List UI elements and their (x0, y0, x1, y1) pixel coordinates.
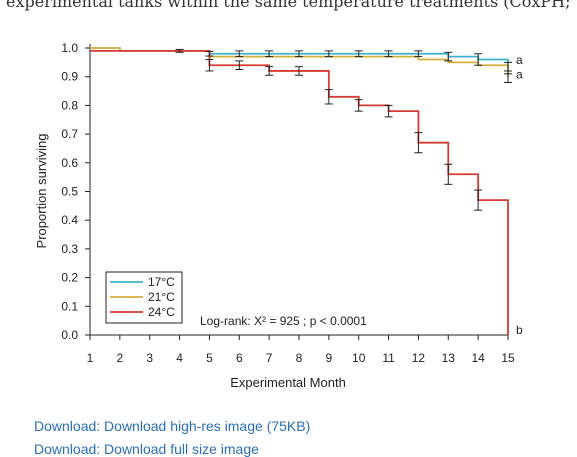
legend-label: 17°C (148, 275, 175, 289)
legend-label: 24°C (148, 305, 175, 319)
y-tick-label: 0.9 (61, 70, 78, 84)
x-axis-label: Experimental Month (230, 375, 346, 390)
y-tick-label: 0.6 (61, 156, 78, 170)
y-tick-label: 0.0 (61, 328, 78, 342)
y-tick-label: 0.5 (61, 185, 78, 199)
chart-legend: 17°C21°C24°C (105, 271, 183, 324)
legend-label: 21°C (148, 290, 175, 304)
caption-text: experimental tanks within the same tempe… (6, 0, 577, 11)
x-tick-label: 9 (326, 351, 333, 365)
download-highres-link[interactable]: Download: Download high-res image (75KB) (34, 418, 311, 434)
x-tick-label: 4 (176, 351, 183, 365)
x-tick-label: 12 (412, 351, 426, 365)
y-tick-label: 0.2 (61, 271, 78, 285)
x-tick-label: 1 (87, 351, 94, 365)
x-tick-label: 8 (296, 351, 303, 365)
y-tick-label: 0.1 (61, 299, 78, 313)
download-fullsize-link[interactable]: Download: Download full size image (34, 441, 259, 457)
y-tick-label: 0.3 (61, 242, 78, 256)
x-tick-label: 6 (236, 351, 243, 365)
x-tick-label: 7 (266, 351, 273, 365)
logrank-annotation: Log-rank: X² = 925 ; p < 0.0001 (200, 314, 367, 328)
x-tick-label: 14 (471, 351, 485, 365)
y-tick-label: 0.4 (61, 213, 78, 227)
survival-chart: 0.00.10.20.30.40.50.60.70.80.91.01 2 3 4 5 6 7… (34, 41, 523, 390)
x-tick-label: 13 (442, 351, 456, 365)
x-tick-label: 3 (146, 351, 153, 365)
x-tick-label: 11 (382, 351, 395, 365)
x-tick-label: 2 (117, 351, 124, 365)
y-axis-label: Proportion surviving (34, 134, 49, 249)
x-tick-label: 10 (352, 351, 366, 365)
y-tick-label: 0.8 (61, 98, 78, 112)
y-tick-label: 0.7 (61, 127, 78, 141)
chart-axes: 0.00.10.20.30.40.50.60.70.80.91.01 2 3 4 5 6 7… (61, 41, 515, 365)
x-tick-label: 15 (501, 351, 515, 365)
series-layer: aa b (90, 47, 523, 337)
y-tick-label: 1.0 (61, 41, 78, 55)
significance-letter: a (516, 53, 523, 67)
significance-letter: a (516, 68, 523, 82)
x-tick-label: 5 (206, 351, 213, 365)
significance-letter: b (516, 323, 523, 337)
series-line (90, 49, 509, 335)
